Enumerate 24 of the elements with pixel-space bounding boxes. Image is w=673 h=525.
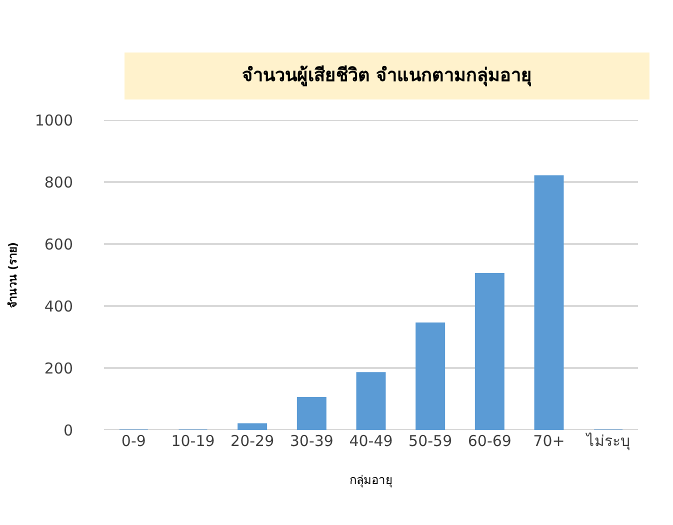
bar <box>238 423 268 430</box>
x-tick-label: 40-49 <box>349 432 393 450</box>
x-tick-label: 50-59 <box>408 432 452 450</box>
y-tick-label: 400 <box>44 297 73 316</box>
x-tick-label: 20-29 <box>230 432 274 450</box>
y-tick-label: 200 <box>44 359 73 378</box>
chart-title: จำนวนผู้เสียชีวิต จำแนกตามกลุ่มอายุ <box>242 65 532 87</box>
y-axis-title: จำนวน (ราย) <box>6 242 20 308</box>
x-tick-label: 30-39 <box>290 432 334 450</box>
bar <box>534 175 564 430</box>
x-tick-label: 60-69 <box>468 432 512 450</box>
x-tick-label: ไม่ระบุ <box>585 432 630 451</box>
x-tick-label: 70+ <box>533 432 565 450</box>
x-tick-label: 10-19 <box>171 432 215 450</box>
bar <box>474 272 504 430</box>
bar <box>296 396 326 430</box>
y-tick-label: 1000 <box>34 111 73 130</box>
bar <box>356 372 386 430</box>
y-tick-label: 0 <box>63 421 73 440</box>
bar <box>416 322 446 430</box>
y-tick-label: 800 <box>44 173 73 192</box>
y-tick-label: 600 <box>44 235 73 254</box>
x-axis-title: กลุ่มอายุ <box>350 472 392 488</box>
x-tick-label: 0-9 <box>121 432 146 450</box>
